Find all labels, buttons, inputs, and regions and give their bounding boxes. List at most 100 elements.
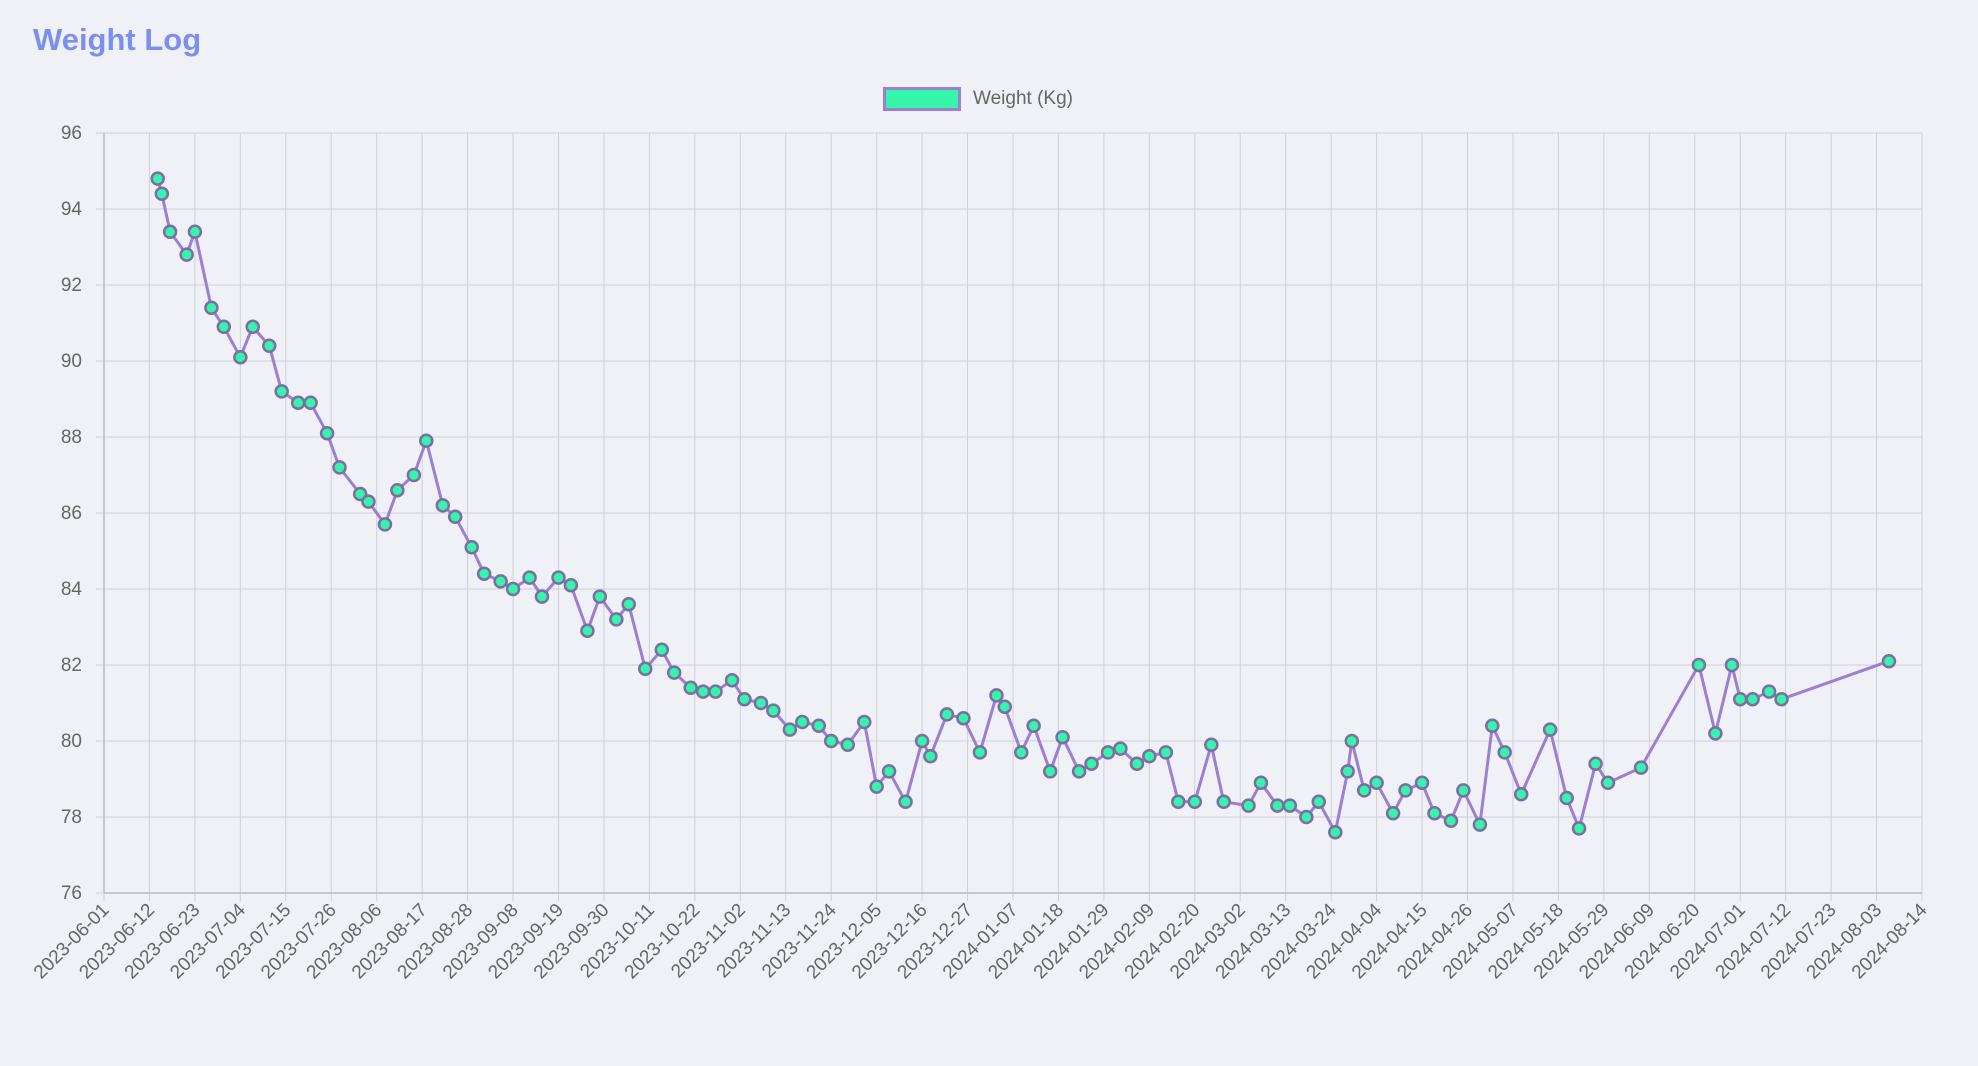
data-point[interactable] (1042, 764, 1058, 779)
data-point[interactable] (1385, 805, 1401, 821)
data-point[interactable] (1340, 764, 1355, 779)
data-point[interactable] (179, 247, 194, 262)
data-point[interactable] (534, 589, 550, 604)
data-point[interactable] (1542, 722, 1558, 737)
data-point[interactable] (1443, 813, 1459, 829)
data-point[interactable] (1745, 691, 1760, 707)
data-point[interactable] (898, 794, 913, 810)
data-point[interactable] (666, 665, 682, 680)
data-point[interactable] (1071, 764, 1087, 779)
data-point[interactable] (377, 517, 393, 532)
data-point[interactable] (522, 570, 537, 585)
data-point[interactable] (869, 779, 884, 794)
data-point[interactable] (1724, 657, 1740, 673)
data-point[interactable] (551, 570, 566, 585)
data-point[interactable] (262, 338, 277, 354)
data-point[interactable] (621, 596, 636, 612)
data-point[interactable] (1100, 745, 1116, 760)
data-point[interactable] (505, 581, 521, 597)
data-point[interactable] (162, 224, 178, 240)
data-point[interactable] (563, 577, 579, 593)
data-point[interactable] (638, 661, 653, 677)
data-point[interactable] (1881, 653, 1897, 669)
data-point[interactable] (1311, 794, 1327, 810)
data-point[interactable] (1142, 748, 1157, 764)
data-point[interactable] (1241, 798, 1256, 813)
data-point[interactable] (406, 467, 422, 483)
data-point[interactable] (811, 718, 827, 734)
data-point[interactable] (1485, 718, 1500, 734)
data-point[interactable] (708, 684, 723, 699)
data-point[interactable] (1171, 794, 1186, 810)
data-point[interactable] (1282, 798, 1298, 813)
data-point[interactable] (435, 498, 451, 513)
data-point[interactable] (1691, 657, 1707, 673)
data-point[interactable] (1761, 684, 1777, 699)
data-point[interactable] (1129, 756, 1145, 772)
data-point[interactable] (972, 745, 988, 760)
data-point[interactable] (1513, 786, 1529, 802)
data-point[interactable] (997, 699, 1012, 715)
data-point[interactable] (464, 539, 479, 555)
data-point[interactable] (914, 733, 930, 749)
data-point[interactable] (1270, 798, 1285, 813)
data-point[interactable] (1571, 821, 1587, 836)
data-point[interactable] (319, 425, 335, 441)
data-point[interactable] (724, 672, 740, 688)
data-point[interactable] (695, 684, 711, 699)
data-point[interactable] (332, 460, 347, 475)
data-point[interactable] (1216, 794, 1231, 810)
data-point[interactable] (1600, 775, 1616, 791)
data-point[interactable] (609, 612, 624, 627)
data-point[interactable] (1708, 726, 1723, 741)
data-point[interactable] (857, 714, 872, 730)
data-point[interactable] (1204, 737, 1219, 753)
data-point[interactable] (1084, 756, 1099, 772)
data-point[interactable] (1559, 790, 1574, 806)
data-point[interactable] (1299, 809, 1314, 825)
data-point[interactable] (216, 319, 232, 335)
data-point[interactable] (881, 764, 897, 779)
data-point[interactable] (795, 714, 810, 730)
data-point[interactable] (274, 384, 289, 399)
data-point[interactable] (447, 509, 463, 525)
data-point[interactable] (939, 707, 955, 722)
data-point[interactable] (1113, 741, 1128, 756)
data-point[interactable] (1497, 745, 1512, 760)
data-point[interactable] (1427, 805, 1442, 821)
data-point[interactable] (989, 688, 1004, 703)
data-point[interactable] (245, 319, 260, 335)
data-point[interactable] (737, 691, 752, 707)
data-point[interactable] (1158, 745, 1174, 760)
data-point[interactable] (493, 574, 508, 589)
data-point[interactable] (592, 589, 608, 604)
data-point[interactable] (361, 494, 376, 509)
data-point[interactable] (1187, 794, 1203, 810)
data-point[interactable] (1014, 745, 1029, 760)
data-point[interactable] (1344, 733, 1360, 749)
data-point[interactable] (233, 349, 248, 365)
data-point[interactable] (390, 482, 405, 498)
data-point[interactable] (823, 733, 839, 749)
data-point[interactable] (1398, 783, 1413, 798)
data-point[interactable] (956, 710, 971, 726)
data-point[interactable] (476, 566, 492, 582)
data-point[interactable] (766, 703, 781, 718)
data-point[interactable] (1588, 756, 1603, 772)
data-point[interactable] (1633, 760, 1649, 775)
data-point[interactable] (923, 748, 938, 764)
data-point[interactable] (154, 186, 170, 202)
data-point[interactable] (1414, 775, 1430, 791)
data-point[interactable] (1456, 783, 1471, 798)
data-point[interactable] (654, 642, 670, 658)
chart-legend[interactable]: Weight (Kg) (883, 87, 1073, 111)
data-point[interactable] (1369, 775, 1384, 791)
data-point[interactable] (1253, 775, 1269, 791)
data-point[interactable] (1472, 817, 1488, 832)
data-point[interactable] (1328, 824, 1343, 840)
data-point[interactable] (290, 395, 306, 411)
data-point[interactable] (204, 300, 219, 316)
data-point[interactable] (187, 224, 203, 240)
data-point[interactable] (1055, 729, 1070, 745)
data-point[interactable] (1732, 691, 1748, 707)
